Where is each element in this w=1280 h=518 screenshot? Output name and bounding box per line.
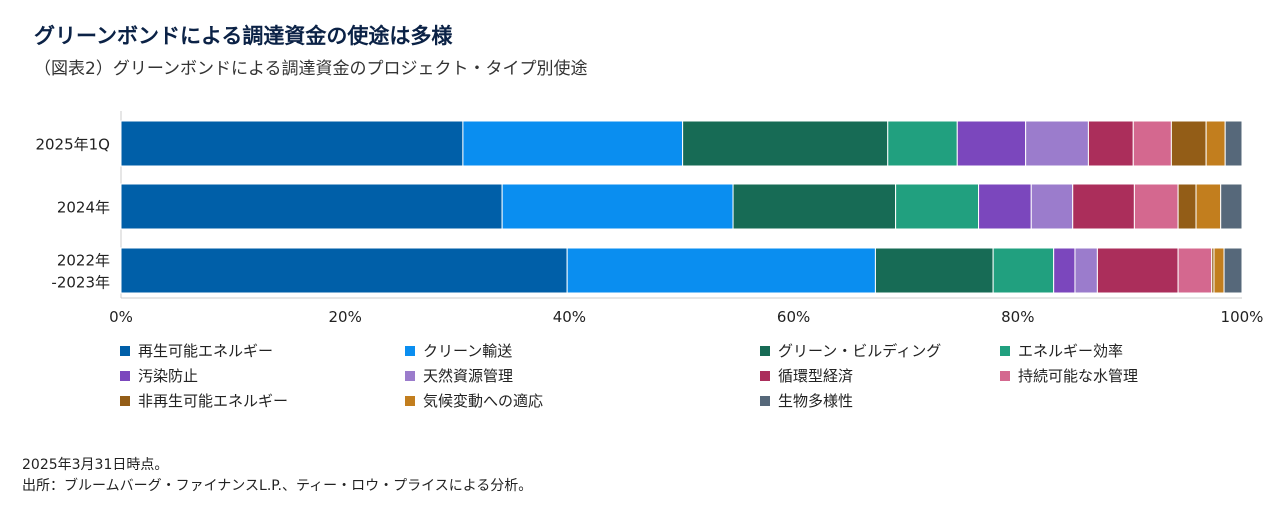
bar-segment: [732, 183, 897, 230]
legend-label: 循環型経済: [778, 367, 854, 385]
bar-segment: [120, 247, 568, 294]
bar-segment: [887, 120, 958, 167]
category-label: 2022年-2023年: [51, 252, 110, 292]
bar-segment: [120, 120, 464, 167]
stacked-bar-chart: 2025年1Q 2024年 2022年-2023年 0% 20% 40% 60% 80% 100…: [35, 111, 1264, 326]
legend-item: 生物多様性: [760, 390, 853, 411]
bar-segment: [566, 247, 876, 294]
legend-label: 非再生可能エネルギー: [138, 392, 289, 410]
bar-segment: [1025, 120, 1089, 167]
legend-swatch: [760, 395, 770, 406]
bar-segment: [120, 183, 503, 230]
bar-segment: [1205, 120, 1226, 167]
legend-label: グリーン・ビルディング: [778, 342, 942, 360]
legend-swatch: [760, 370, 770, 381]
bar-segment: [956, 120, 1027, 167]
bar-segment: [1096, 247, 1179, 294]
x-tick-label: 0%: [109, 308, 133, 326]
bar-segment: [1195, 183, 1222, 230]
x-tick-label: 80%: [1001, 308, 1034, 326]
legend-swatch: [760, 345, 770, 356]
category-label: 2025年1Q: [35, 136, 110, 154]
bar-segment: [1177, 183, 1197, 230]
legend-item: 非再生可能エネルギー: [120, 390, 288, 411]
bar-segment: [501, 183, 734, 230]
legend-label: クリーン輸送: [423, 342, 513, 360]
bar-segment: [1133, 183, 1179, 230]
legend-swatch: [405, 345, 415, 356]
x-tick-label: 20%: [329, 308, 362, 326]
legend-swatch: [1000, 345, 1010, 356]
legend-label: 汚染防止: [138, 367, 199, 385]
legend-swatch: [405, 370, 415, 381]
bar-segment: [978, 183, 1032, 230]
legend: 再生可能エネルギー クリーン輸送 グリーン・ビルディング エネルギー効率汚染防止 天然資…: [120, 340, 1250, 420]
chart-title: グリーンボンドによる調達資金の使途は多様: [34, 24, 453, 48]
bar-segment: [895, 183, 980, 230]
legend-label: 持続可能な水管理: [1018, 367, 1139, 385]
x-tick-label: 100%: [1221, 308, 1264, 326]
legend-label: 天然資源管理: [423, 367, 514, 385]
legend-item: 天然資源管理: [405, 365, 513, 386]
legend-item: 持続可能な水管理: [1000, 365, 1138, 386]
note-source: 出所：ブルームバーグ・ファイナンスL.P.、ティー・ロウ・プライスによる分析。: [22, 478, 533, 494]
legend-item: 汚染防止: [120, 365, 198, 386]
bar-segment: [1087, 120, 1134, 167]
bar-segment: [1074, 247, 1098, 294]
legend-item: グリーン・ビルディング: [760, 340, 941, 361]
bar-segment: [1220, 183, 1243, 230]
legend-swatch: [120, 370, 130, 381]
bar-segment: [1224, 120, 1243, 167]
legend-item: 循環型経済: [760, 365, 853, 386]
bar-segment: [1053, 247, 1076, 294]
bar-segment: [1132, 120, 1172, 167]
bar-segment: [682, 120, 889, 167]
legend-item: 再生可能エネルギー: [120, 340, 273, 361]
note-date: 2025年3月31日時点。: [22, 457, 169, 473]
legend-swatch: [120, 345, 130, 356]
legend-label: エネルギー効率: [1018, 342, 1124, 360]
legend-item: 気候変動への適応: [405, 390, 543, 411]
legend-item: クリーン輸送: [405, 340, 512, 361]
category-label: 2024年: [57, 199, 110, 217]
bar-segment: [462, 120, 684, 167]
legend-label: 生物多様性: [778, 392, 854, 410]
legend-swatch: [120, 395, 130, 406]
x-tick-label: 40%: [553, 308, 586, 326]
legend-swatch: [1000, 370, 1010, 381]
legend-item: エネルギー効率: [1000, 340, 1123, 361]
legend-swatch: [405, 395, 415, 406]
legend-label: 気候変動への適応: [423, 392, 544, 410]
bar-segment: [1177, 247, 1213, 294]
x-tick-label: 60%: [777, 308, 810, 326]
bar-segment: [1170, 120, 1207, 167]
bar-segment: [1030, 183, 1074, 230]
legend-label: 再生可能エネルギー: [138, 342, 274, 360]
bar-segment: [1072, 183, 1135, 230]
bar-segment: [1223, 247, 1243, 294]
chart-subtitle: （図表2）グリーンボンドによる調達資金のプロジェクト・タイプ別使途: [34, 59, 588, 79]
bar-segment: [1213, 247, 1225, 294]
bar-segment: [874, 247, 994, 294]
bar-segment: [992, 247, 1055, 294]
